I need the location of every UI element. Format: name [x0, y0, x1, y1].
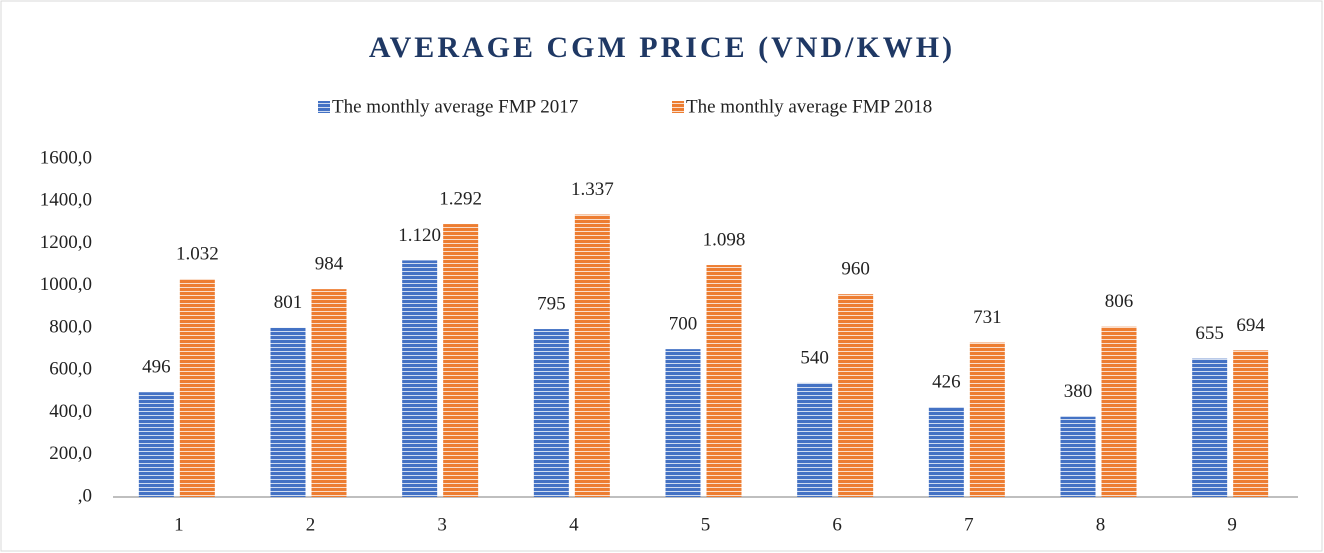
value-label: 731: [973, 307, 1002, 328]
y-tick-label: 1400,0: [40, 190, 92, 211]
x-tick-label: 7: [964, 514, 974, 535]
x-tick-label: 8: [1096, 514, 1106, 535]
x-tick-label: 3: [437, 514, 447, 535]
y-tick-label: 1000,0: [40, 274, 92, 295]
y-tick-label: 200,0: [49, 443, 92, 464]
value-label: 655: [1195, 323, 1224, 344]
value-label: 380: [1064, 381, 1093, 402]
bar: [402, 260, 438, 497]
x-tick-label: 4: [569, 514, 579, 535]
x-tick-label: 6: [832, 514, 842, 535]
value-label: 496: [142, 357, 171, 378]
y-tick-label: 400,0: [49, 401, 92, 422]
value-label: 984: [315, 253, 344, 274]
bar: [270, 327, 306, 497]
value-label: 801: [274, 292, 303, 313]
bar: [1233, 350, 1269, 497]
bar: [443, 224, 479, 497]
value-label: 1.098: [703, 229, 746, 250]
bar: [1101, 326, 1137, 497]
value-label: 700: [669, 313, 698, 334]
value-label: 1.032: [176, 243, 219, 264]
bar: [179, 278, 215, 497]
y-tick-label: 600,0: [49, 359, 92, 380]
y-tick-label: 800,0: [49, 316, 92, 337]
value-label: 1.292: [439, 188, 482, 209]
x-tick-label: 2: [306, 514, 316, 535]
bar: [138, 392, 174, 497]
legend-label: The monthly average FMP 2018: [686, 96, 932, 117]
bar: [574, 214, 610, 497]
value-label: 1.337: [571, 179, 614, 200]
bar: [1192, 358, 1228, 497]
value-label: 694: [1236, 315, 1265, 336]
y-tick-label: ,0: [78, 485, 92, 506]
value-label: 806: [1105, 291, 1134, 312]
bar: [533, 329, 569, 497]
y-tick-label: 1600,0: [40, 147, 92, 168]
bar: [838, 294, 874, 497]
bar: [311, 289, 347, 497]
bar: [969, 342, 1005, 497]
legend-label: The monthly average FMP 2017: [332, 96, 578, 117]
x-tick-label: 5: [701, 514, 711, 535]
value-label: 795: [537, 293, 566, 314]
chart-title: AVERAGE CGM PRICE (VND/KWH): [369, 31, 955, 64]
legend-swatch: [318, 101, 330, 113]
value-label: 960: [841, 259, 870, 280]
y-tick-label: 1200,0: [40, 232, 92, 253]
x-tick-label: 9: [1227, 514, 1237, 535]
bar: [797, 382, 833, 497]
bar: [706, 265, 742, 497]
bar: [928, 407, 964, 497]
bar: [1060, 416, 1096, 497]
x-tick-label: 1: [174, 514, 184, 535]
value-label: 540: [800, 347, 829, 368]
bar: [665, 349, 701, 497]
value-label: 426: [932, 371, 961, 392]
legend-swatch: [672, 101, 684, 113]
value-label: 1.120: [398, 225, 441, 246]
